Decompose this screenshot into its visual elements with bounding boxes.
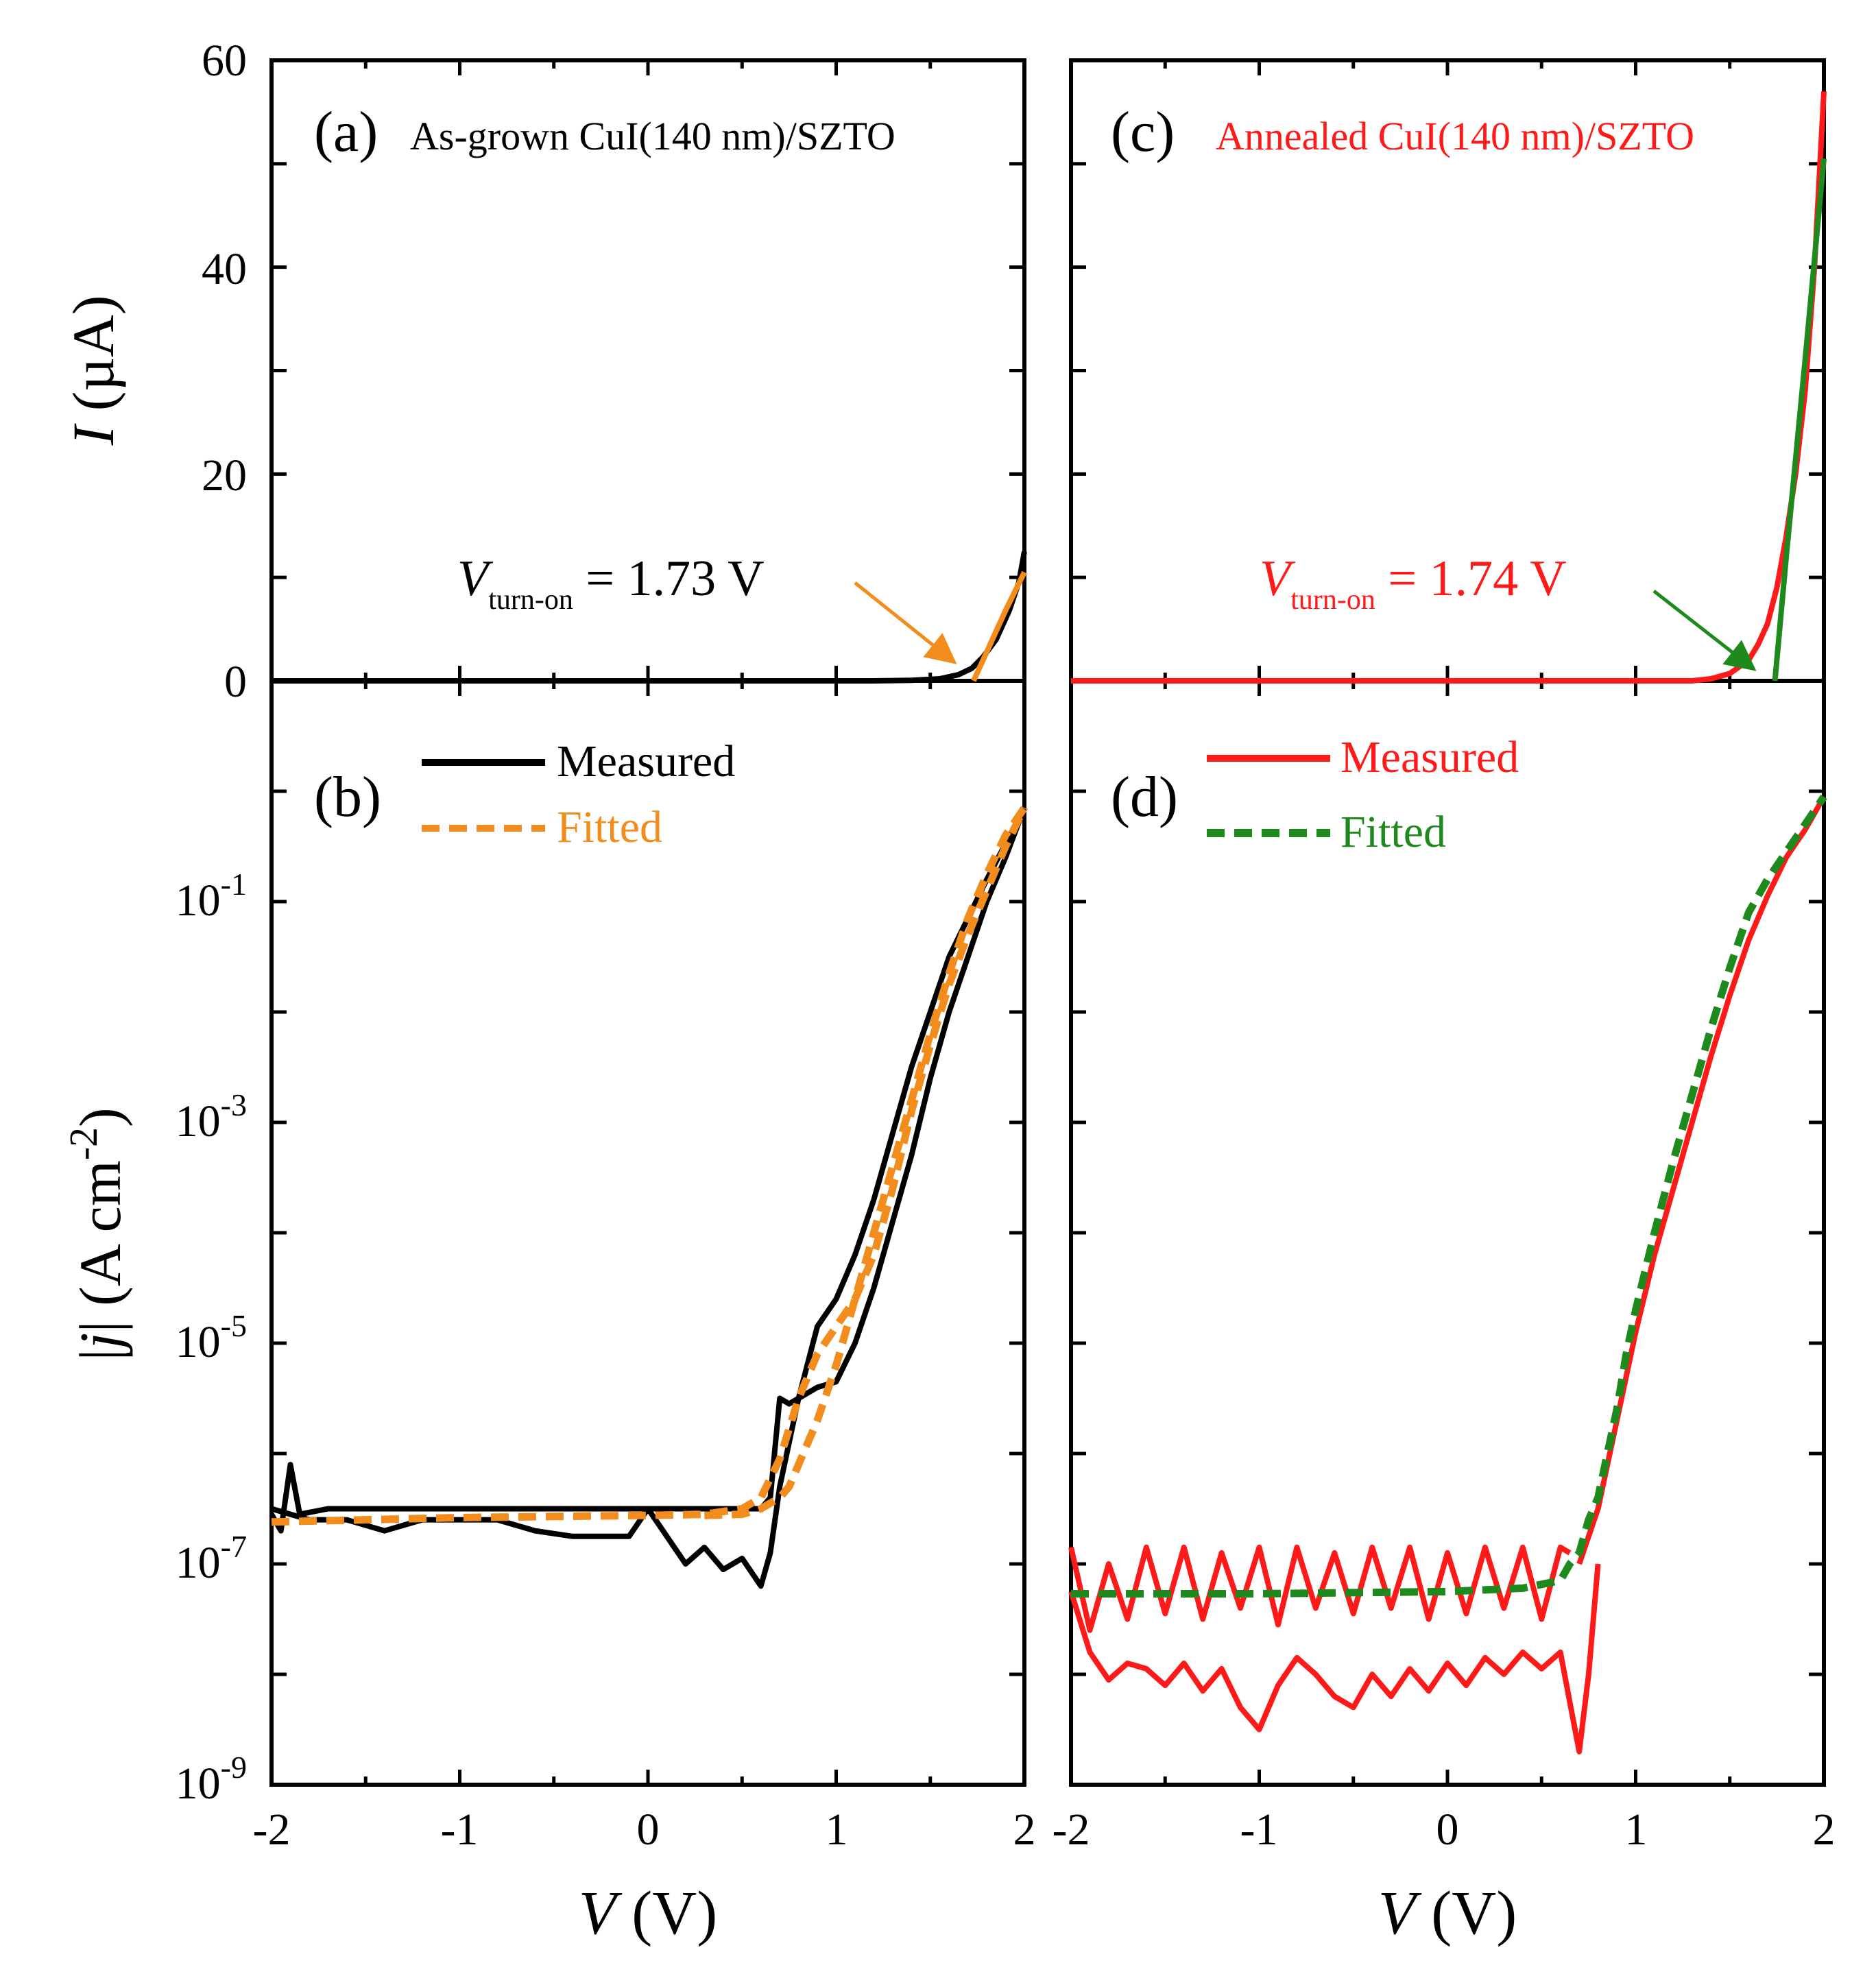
- ytick-label-40: 40: [202, 244, 247, 294]
- panel-a-turn-on-arrow: [854, 581, 957, 664]
- panel-c-turn-on-arrow: [1652, 590, 1757, 671]
- ytick-label-1e-7: 10-7: [176, 1529, 247, 1588]
- panel-d-label: (d): [1111, 765, 1178, 829]
- xtick-label-d-neg1: -1: [1240, 1805, 1278, 1855]
- panel-a-title: As-grown CuI(140 nm)/SZTO: [410, 114, 895, 158]
- series-line-c-0: [1071, 91, 1827, 684]
- panel-c-turn-on-annotation: Vturn-on = 1.74 V: [1260, 551, 1567, 616]
- panel-c-title: Annealed CuI(140 nm)/SZTO: [1216, 114, 1694, 158]
- x-axis-title-b: V (V): [579, 1879, 717, 1947]
- xtick-label-d-neg2: -2: [1053, 1805, 1090, 1855]
- series-line-a-1: [971, 570, 1027, 682]
- panel-a-turn-on-annotation: Vturn-on = 1.73 V: [457, 551, 765, 616]
- xtick-label-b-0: 0: [637, 1805, 660, 1855]
- series-line-c-1: [1772, 158, 1827, 682]
- data-series: [269, 91, 1827, 1755]
- ytick-label-1e-9: 10-9: [176, 1750, 247, 1809]
- xtick-label-d-1: 1: [1625, 1805, 1648, 1855]
- ytick-label-1e-3: 10-3: [176, 1087, 247, 1146]
- series-line-d-2: [1576, 795, 1827, 1565]
- panel-d-frame: [1069, 679, 1826, 1787]
- legend-b-measured-label: Measured: [557, 736, 735, 786]
- xtick-label-b-1: 1: [826, 1805, 848, 1855]
- series-line-d-0: [1068, 1544, 1572, 1633]
- ytick-label-0: 0: [224, 657, 247, 707]
- series-line-b-0: [269, 806, 1027, 1534]
- panel-b-label: (b): [314, 765, 381, 829]
- ytick-label-20: 20: [202, 450, 247, 501]
- ytick-label-1e-1: 10-1: [176, 867, 247, 926]
- xtick-label-d-0: 0: [1436, 1805, 1459, 1855]
- series-line-b-3: [704, 806, 1028, 1519]
- xtick-label-b-neg2: -2: [253, 1805, 291, 1855]
- ytick-label-1e-5: 10-5: [176, 1308, 247, 1367]
- y-axis-title-current-density: |j| (A cm-2): [61, 1107, 133, 1360]
- series-line-d-3: [1071, 795, 1827, 1598]
- xtick-label-d-2: 2: [1813, 1805, 1836, 1855]
- series-line-d-1: [1068, 1563, 1601, 1755]
- series-line-b-1: [270, 806, 1027, 1589]
- x-axis-title-d: V (V): [1378, 1879, 1517, 1947]
- ytick-label-60: 60: [202, 36, 247, 86]
- legend-b-fitted-label: Fitted: [557, 802, 662, 852]
- panel-c-label: (c): [1111, 100, 1175, 164]
- legend-d-measured-label: Measured: [1340, 732, 1519, 782]
- panel-a-label: (a): [314, 100, 378, 164]
- series-line-b-2: [271, 806, 1028, 1526]
- xtick-label-b-neg1: -1: [441, 1805, 479, 1855]
- xtick-label-b-2: 2: [1013, 1805, 1036, 1855]
- y-axis-title-current: I (µA): [60, 295, 126, 446]
- legend-d-fitted-label: Fitted: [1340, 807, 1446, 857]
